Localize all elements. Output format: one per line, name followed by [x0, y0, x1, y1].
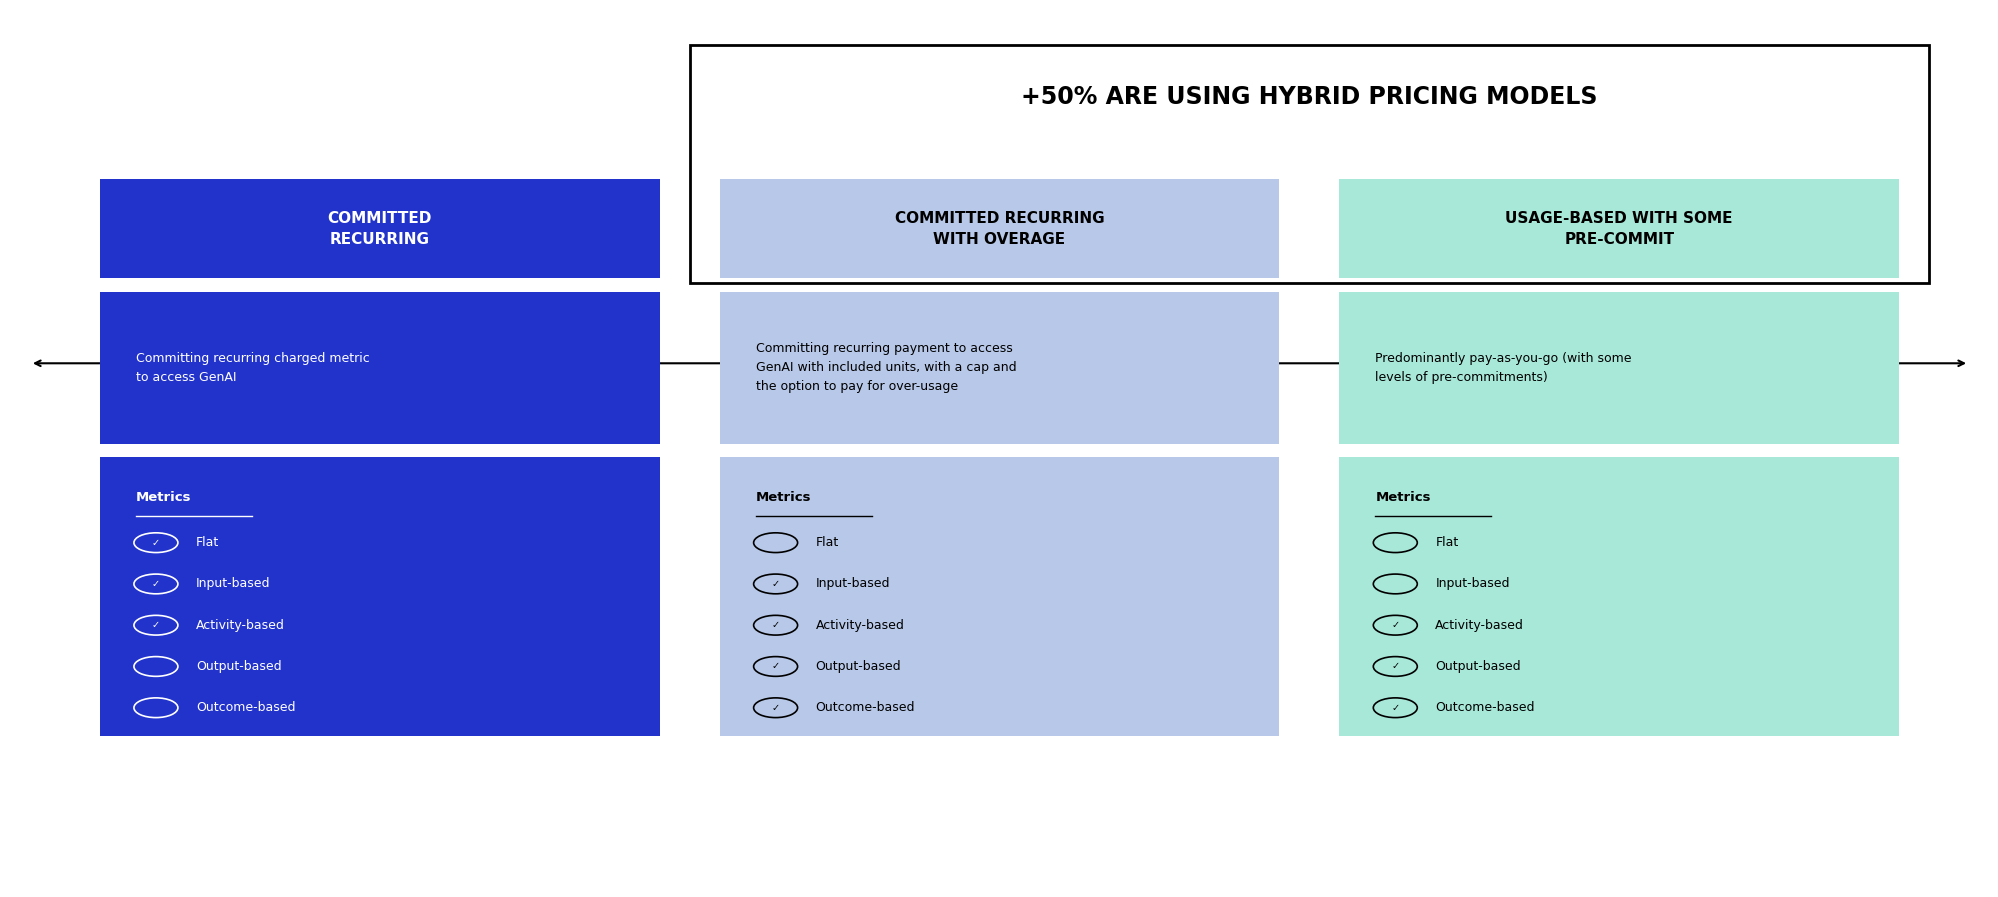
Text: ✓: ✓	[152, 620, 160, 631]
Text: Flat: Flat	[815, 536, 839, 549]
FancyBboxPatch shape	[719, 457, 1279, 736]
FancyBboxPatch shape	[719, 292, 1279, 444]
Text: ✓: ✓	[1391, 620, 1399, 631]
Text: ✓: ✓	[152, 579, 160, 589]
Text: Metrics: Metrics	[1375, 492, 1431, 504]
FancyBboxPatch shape	[1339, 179, 1898, 278]
Text: Outcome-based: Outcome-based	[815, 701, 915, 714]
Text: Activity-based: Activity-based	[815, 619, 903, 631]
FancyBboxPatch shape	[689, 45, 1928, 283]
Text: ✓: ✓	[1391, 702, 1399, 713]
Text: Outcome-based: Outcome-based	[196, 701, 296, 714]
Text: Outcome-based: Outcome-based	[1435, 701, 1534, 714]
Text: Input-based: Input-based	[1435, 578, 1508, 590]
Text: Output-based: Output-based	[196, 660, 282, 673]
FancyBboxPatch shape	[719, 179, 1279, 278]
Text: ✓: ✓	[771, 620, 779, 631]
Text: Input-based: Input-based	[815, 578, 889, 590]
Text: ✓: ✓	[771, 702, 779, 713]
Text: ✓: ✓	[152, 537, 160, 548]
Text: +50% ARE USING HYBRID PRICING MODELS: +50% ARE USING HYBRID PRICING MODELS	[1021, 85, 1596, 109]
Text: ✓: ✓	[771, 579, 779, 589]
Text: COMMITTED
RECURRING: COMMITTED RECURRING	[328, 211, 432, 247]
FancyBboxPatch shape	[1339, 457, 1898, 736]
Text: Flat: Flat	[196, 536, 220, 549]
Text: Predominantly pay-as-you-go (with some
levels of pre-commitments): Predominantly pay-as-you-go (with some l…	[1375, 352, 1630, 384]
Text: Activity-based: Activity-based	[196, 619, 284, 631]
Text: Committing recurring charged metric
to access GenAI: Committing recurring charged metric to a…	[136, 352, 370, 384]
Text: USAGE-BASED WITH SOME
PRE-COMMIT: USAGE-BASED WITH SOME PRE-COMMIT	[1504, 211, 1732, 247]
Text: ✓: ✓	[771, 661, 779, 672]
Text: Input-based: Input-based	[196, 578, 270, 590]
Text: Output-based: Output-based	[1435, 660, 1520, 673]
Text: Committing recurring payment to access
GenAI with included units, with a cap and: Committing recurring payment to access G…	[755, 343, 1015, 393]
Text: Metrics: Metrics	[136, 492, 192, 504]
FancyBboxPatch shape	[1339, 292, 1898, 444]
FancyBboxPatch shape	[100, 457, 659, 736]
FancyBboxPatch shape	[100, 179, 659, 278]
Text: Metrics: Metrics	[755, 492, 811, 504]
Text: Output-based: Output-based	[815, 660, 901, 673]
Text: Activity-based: Activity-based	[1435, 619, 1522, 631]
Text: Flat: Flat	[1435, 536, 1459, 549]
Text: ✓: ✓	[1391, 661, 1399, 672]
Text: COMMITTED RECURRING
WITH OVERAGE: COMMITTED RECURRING WITH OVERAGE	[895, 211, 1103, 247]
FancyBboxPatch shape	[100, 292, 659, 444]
